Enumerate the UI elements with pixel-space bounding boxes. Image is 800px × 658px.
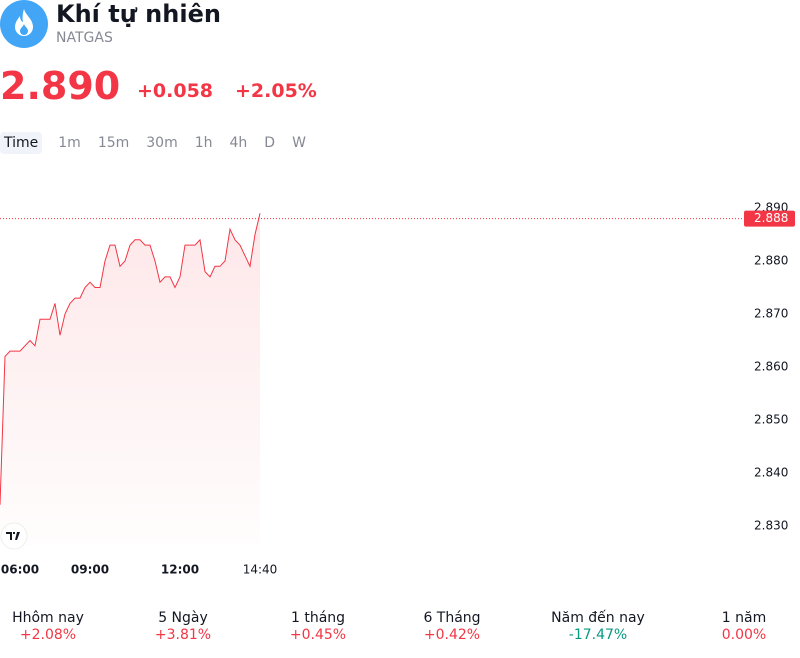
price-line [0,213,261,505]
performance-item[interactable]: Năm đến nay -17.47% [528,610,668,643]
performance-value: +3.81% [154,627,212,643]
title: Khí tự nhiên [56,0,221,28]
performance-value: +0.45% [289,627,347,643]
performance-label: 1 tháng [290,610,346,626]
y-tick-label: 2.850 [754,413,788,427]
last-price-box [744,210,795,227]
timeframe-button[interactable]: Time [0,132,43,154]
performance-label: 1 năm [721,610,767,626]
performance-value: +0.42% [423,627,481,643]
performance-label: 6 Tháng [423,610,481,626]
y-tick-label: 2.870 [754,307,788,321]
timeframe-button[interactable]: 1h [194,135,213,151]
performance-label: Hhôm nay [12,610,84,626]
x-tick-label: 14:40 [243,563,278,577]
timeframe-button[interactable]: 30m [146,135,178,151]
timeframe-button[interactable]: 1m [58,135,81,151]
timeframes: Time 1m 15m 30m 1h 4h D W [0,132,315,154]
performance-item[interactable]: 6 Tháng +0.42% [382,610,522,643]
x-tick-label: 09:00 [71,563,109,577]
timeframe-button[interactable]: W [292,135,306,151]
logo-bg [0,522,28,550]
performance-item[interactable]: 5 Ngày +3.81% [113,610,253,643]
price: 2.890 [0,64,121,108]
tradingview-logo [0,522,28,550]
y-tick-label: 2.860 [754,360,788,374]
performance-item[interactable]: Hhôm nay +2.08% [0,610,118,643]
chart: 2.8302.8402.8502.8602.8702.8802.89006:00… [0,201,795,577]
price-area [0,213,260,546]
performance-value: 0.00% [721,627,767,643]
logo-mark [6,532,20,540]
y-tick-label: 2.880 [754,254,788,268]
performance-value: +2.08% [19,627,77,643]
performance-label: Năm đến nay [551,610,645,626]
symbol-icon [0,0,48,48]
y-tick-label: 2.840 [754,466,788,480]
change-percent: +2.05% [235,80,317,102]
y-tick-label: 2.830 [754,519,788,533]
performance-item[interactable]: 1 tháng +0.45% [248,610,388,643]
performance-value: -17.47% [568,627,628,643]
symbol: NATGAS [56,30,113,46]
x-tick-label: 12:00 [161,563,199,577]
timeframe-button[interactable]: D [264,135,276,151]
last-price-label: 2.888 [754,211,788,225]
change: +0.058 [137,80,214,102]
performance-item[interactable]: 1 năm 0.00% [674,610,800,643]
performance-label: 5 Ngày [158,610,208,626]
timeframe-button[interactable]: 15m [97,135,130,151]
x-tick-label: 06:00 [1,563,39,577]
timeframe-button[interactable]: 4h [229,135,248,151]
